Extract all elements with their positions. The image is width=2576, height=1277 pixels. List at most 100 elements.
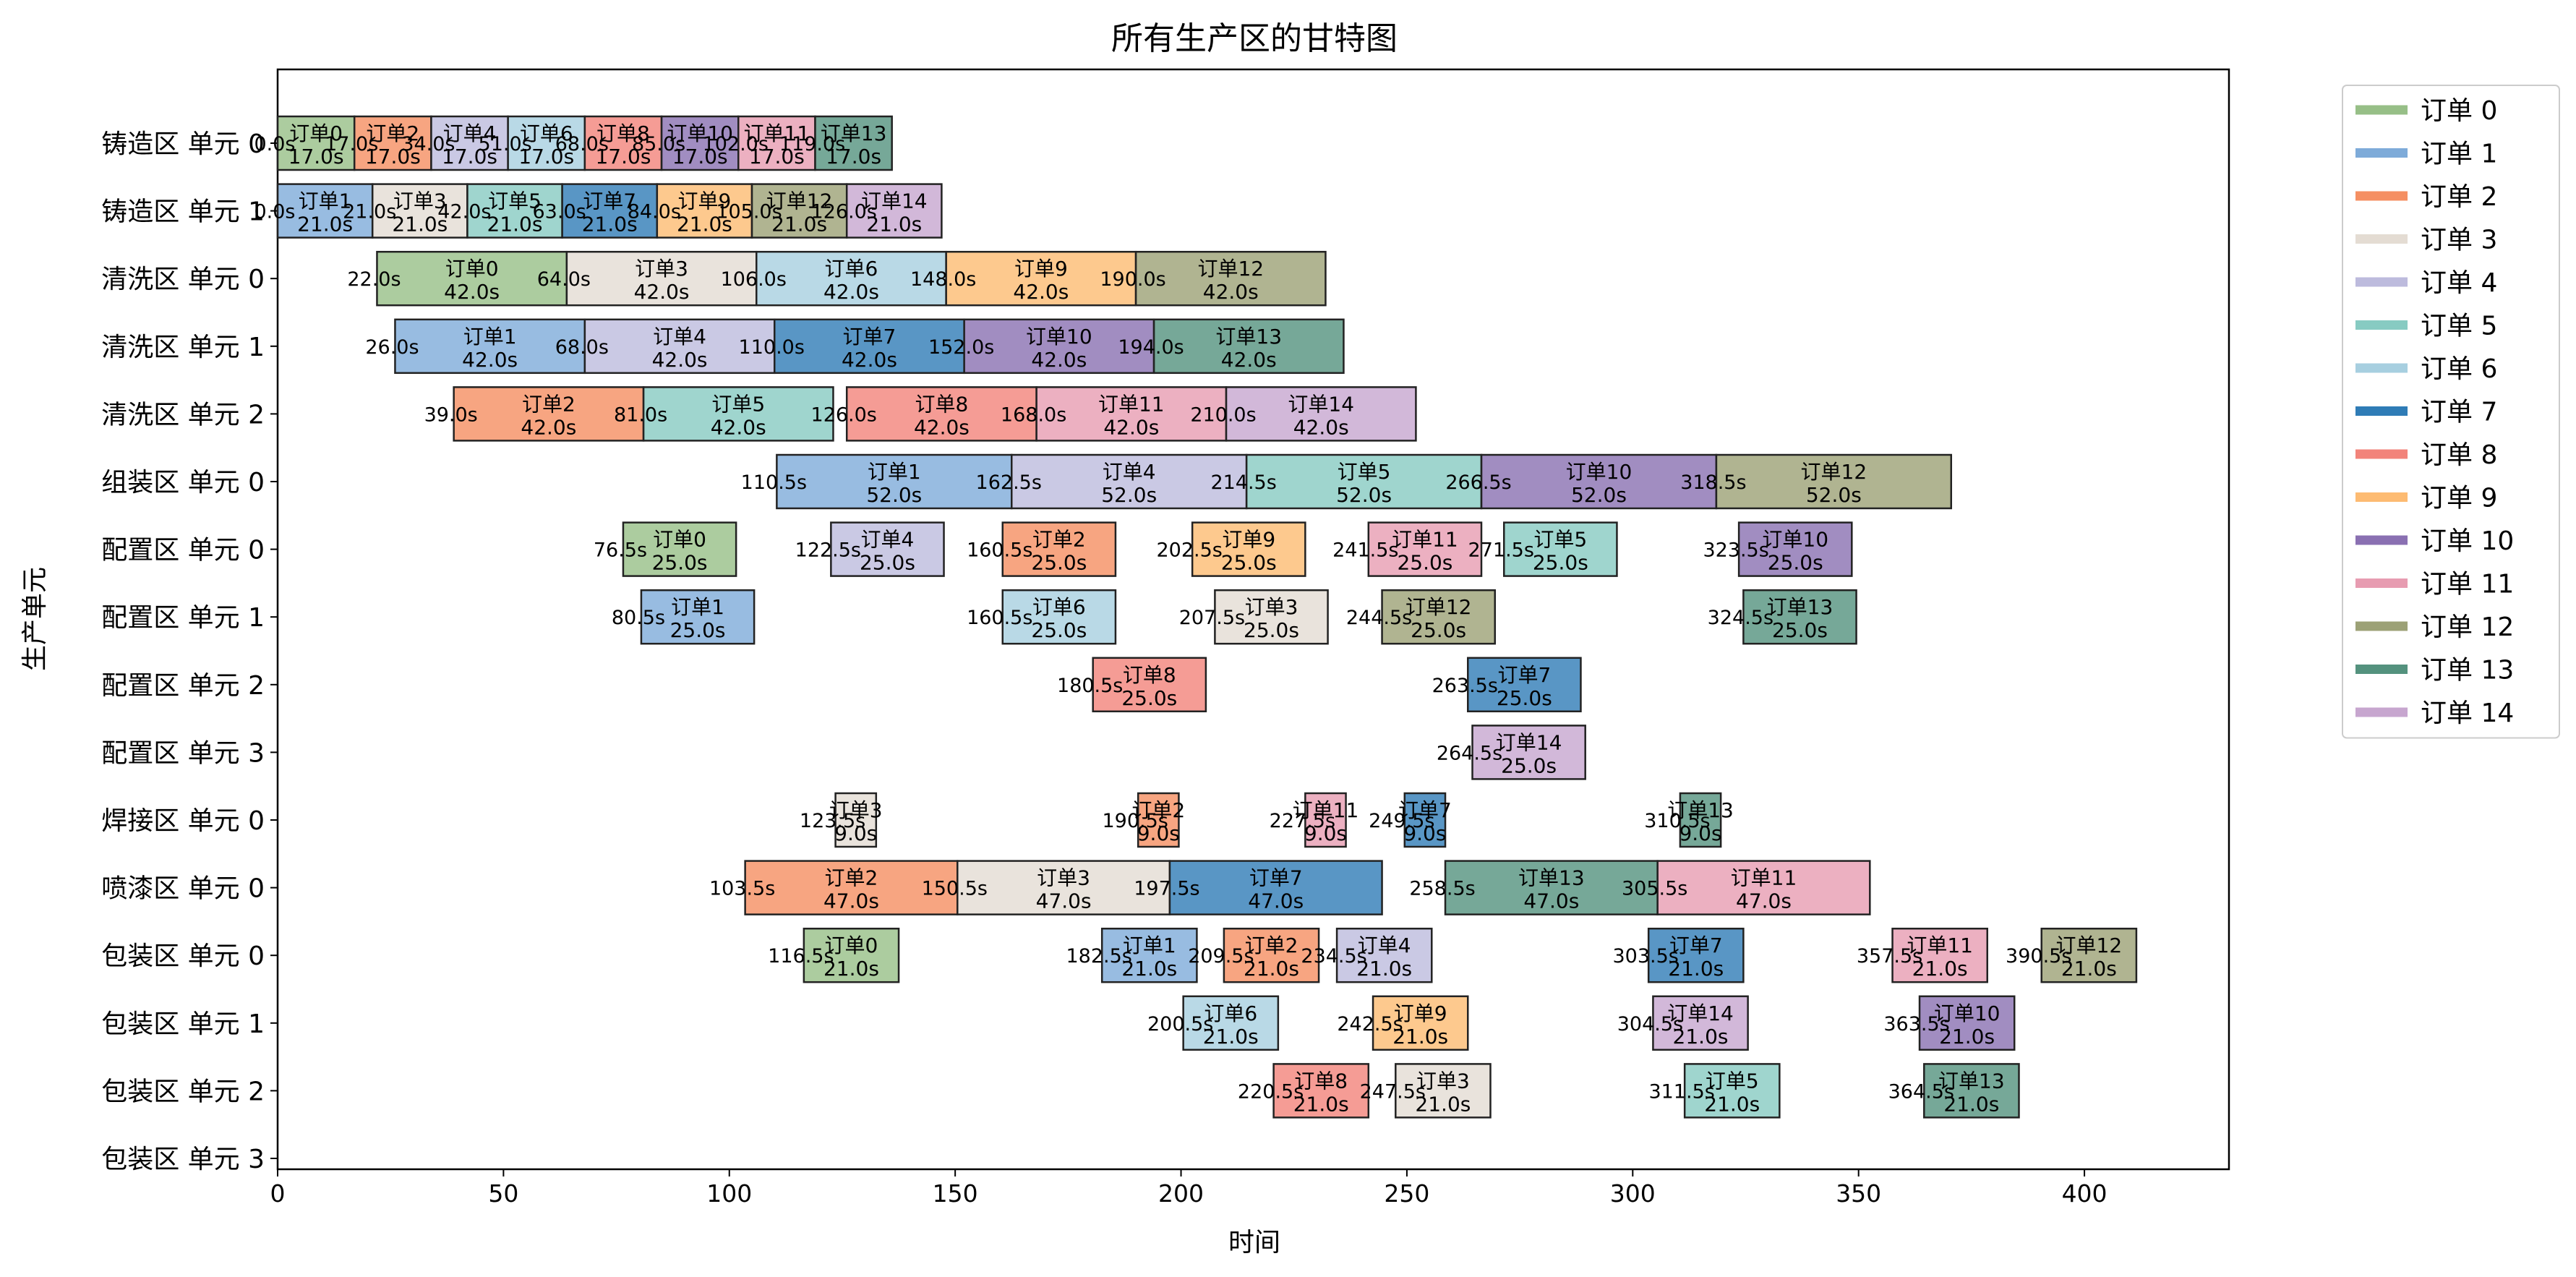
x-tick-label: 0	[270, 1179, 286, 1208]
bar-start-label: 34.0s	[401, 133, 455, 155]
bar-order-label: 订单14	[1496, 730, 1562, 754]
bar-order-label: 订单11	[1098, 392, 1165, 416]
bar-start-label: 42.0s	[437, 201, 491, 223]
bar-start-label: 190.5s	[1102, 810, 1168, 832]
bar-order-label: 订单2	[1245, 934, 1298, 957]
bar-duration-label: 47.0s	[823, 889, 879, 913]
gantt-bar	[642, 386, 834, 442]
bar-start-label: 303.5s	[1612, 945, 1678, 968]
legend-label: 订单 14	[2421, 699, 2514, 728]
bar-duration-label: 25.0s	[1411, 618, 1466, 642]
bar-start-label: 51.0s	[479, 133, 532, 155]
gantt-bar	[1742, 589, 1857, 645]
bar-order-label: 订单9	[1222, 528, 1275, 552]
bar-duration-label: 21.0s	[1939, 1025, 1995, 1048]
bar-duration-label: 21.0s	[866, 213, 922, 236]
bar-start-label: 318.5s	[1680, 471, 1746, 494]
bar-start-label: 105.0s	[716, 201, 782, 223]
bar-order-label: 订单11	[1907, 934, 1973, 957]
bar-start-label: 357.5s	[1857, 945, 1922, 968]
bar-start-label: 17.0s	[325, 133, 378, 155]
bar-start-label: 194.0s	[1118, 336, 1184, 359]
bar-order-label: 订单8	[915, 392, 968, 416]
bar-start-label: 160.5s	[967, 539, 1032, 562]
legend-label: 订单 9	[2421, 484, 2497, 513]
gantt-bar	[353, 115, 432, 171]
bar-order-label: 订单0	[445, 257, 499, 281]
bar-order-label: 订单2	[1032, 528, 1086, 552]
y-tick-label: 组装区 单元 0	[101, 468, 265, 497]
plot-area: 0 50 100 150 200 250 300 350 400 铸造区 单元 0 铸造区 单元 1…	[101, 68, 2230, 1208]
bar-start-label: 160.5s	[967, 607, 1032, 629]
bar-start-label: 220.5s	[1238, 1080, 1304, 1103]
gantt-bar	[1395, 1063, 1492, 1119]
gantt-bar	[565, 250, 758, 307]
bar-order-label: 订单13	[1667, 798, 1734, 822]
gantt-bar	[814, 115, 893, 171]
bar-duration-label: 21.0s	[1121, 957, 1177, 981]
bar-order-label: 订单8	[1294, 1069, 1348, 1093]
bar-order-label: 订单11	[1392, 528, 1458, 552]
bar-order-label: 订单3	[1037, 866, 1090, 890]
bar-order-label: 订单4	[1358, 934, 1411, 957]
bar-duration-label: 42.0s	[1013, 280, 1069, 304]
bar-duration-label: 17.0s	[749, 145, 805, 168]
bar-duration-label: 47.0s	[1248, 889, 1304, 913]
bar-order-label: 订单10	[1566, 460, 1633, 484]
bar-order-label: 订单10	[1934, 1001, 2001, 1025]
gantt-bar	[1381, 589, 1497, 645]
bar-start-label: 84.0s	[628, 201, 681, 223]
bar-order-label: 订单6	[1032, 595, 1086, 619]
bar-duration-label: 21.0s	[1673, 1025, 1729, 1048]
bar-order-label: 订单5	[1338, 460, 1391, 484]
bar-start-label: 311.5s	[1648, 1080, 1714, 1103]
bar-order-label: 订单7	[583, 189, 636, 213]
bar-start-label: 21.0s	[343, 201, 396, 223]
bar-duration-label: 9.0s	[834, 821, 877, 845]
bar-duration-label: 21.0s	[1356, 957, 1412, 981]
bar-start-label: 0.0s	[254, 133, 295, 155]
gantt-bar	[1656, 860, 1871, 915]
gantt-bar	[1134, 250, 1327, 307]
gantt-bar	[394, 318, 586, 375]
bar-duration-label: 25.0s	[1221, 551, 1277, 575]
bar-duration-label: 42.0s	[914, 415, 970, 439]
bar-duration-label: 47.0s	[1036, 889, 1092, 913]
gantt-bar	[1214, 589, 1329, 645]
bar-order-label: 订单1	[868, 460, 921, 484]
bar-order-label: 订单9	[1394, 1001, 1447, 1025]
gantt-bar	[640, 589, 756, 645]
bar-duration-label: 52.0s	[866, 483, 922, 507]
gantt-bar	[1001, 589, 1117, 645]
bar-duration-label: 42.0s	[1103, 415, 1159, 439]
gantt-bar	[1245, 453, 1483, 510]
bar-duration-label: 42.0s	[1221, 348, 1277, 372]
bar-duration-label: 47.0s	[1736, 889, 1792, 913]
bar-start-label: 150.5s	[922, 878, 988, 900]
bar-duration-label: 42.0s	[521, 415, 576, 439]
legend-label: 订单 7	[2421, 398, 2497, 427]
bar-order-label: 订单12	[1405, 595, 1472, 619]
gantt-bar	[276, 115, 356, 171]
bar-start-label: 123.5s	[800, 810, 865, 832]
bar-order-label: 订单0	[653, 528, 706, 552]
bar-start-label: 310.5s	[1644, 810, 1710, 832]
gantt-bar	[1923, 1063, 2020, 1119]
bar-order-label: 订单1	[671, 595, 724, 619]
bar-duration-label: 42.0s	[1203, 280, 1259, 304]
bar-order-label: 订单9	[677, 189, 731, 213]
bar-order-label: 订单9	[1014, 257, 1068, 281]
legend-label: 订单 6	[2421, 354, 2497, 384]
bar-duration-label: 17.0s	[365, 145, 421, 168]
bar-duration-label: 17.0s	[595, 145, 651, 168]
bar-order-label: 订单12	[766, 189, 833, 213]
bar-start-label: 324.5s	[1708, 607, 1773, 629]
bar-order-label: 订单3	[829, 798, 883, 822]
bar-start-label: 80.5s	[612, 607, 665, 629]
legend-label: 订单 0	[2421, 96, 2497, 126]
gantt-bar	[1225, 386, 1417, 442]
bar-duration-label: 25.0s	[670, 618, 726, 642]
gantt-bar	[1001, 521, 1117, 577]
bar-duration-label: 25.0s	[1501, 753, 1557, 777]
gantt-bar	[1372, 995, 1469, 1051]
